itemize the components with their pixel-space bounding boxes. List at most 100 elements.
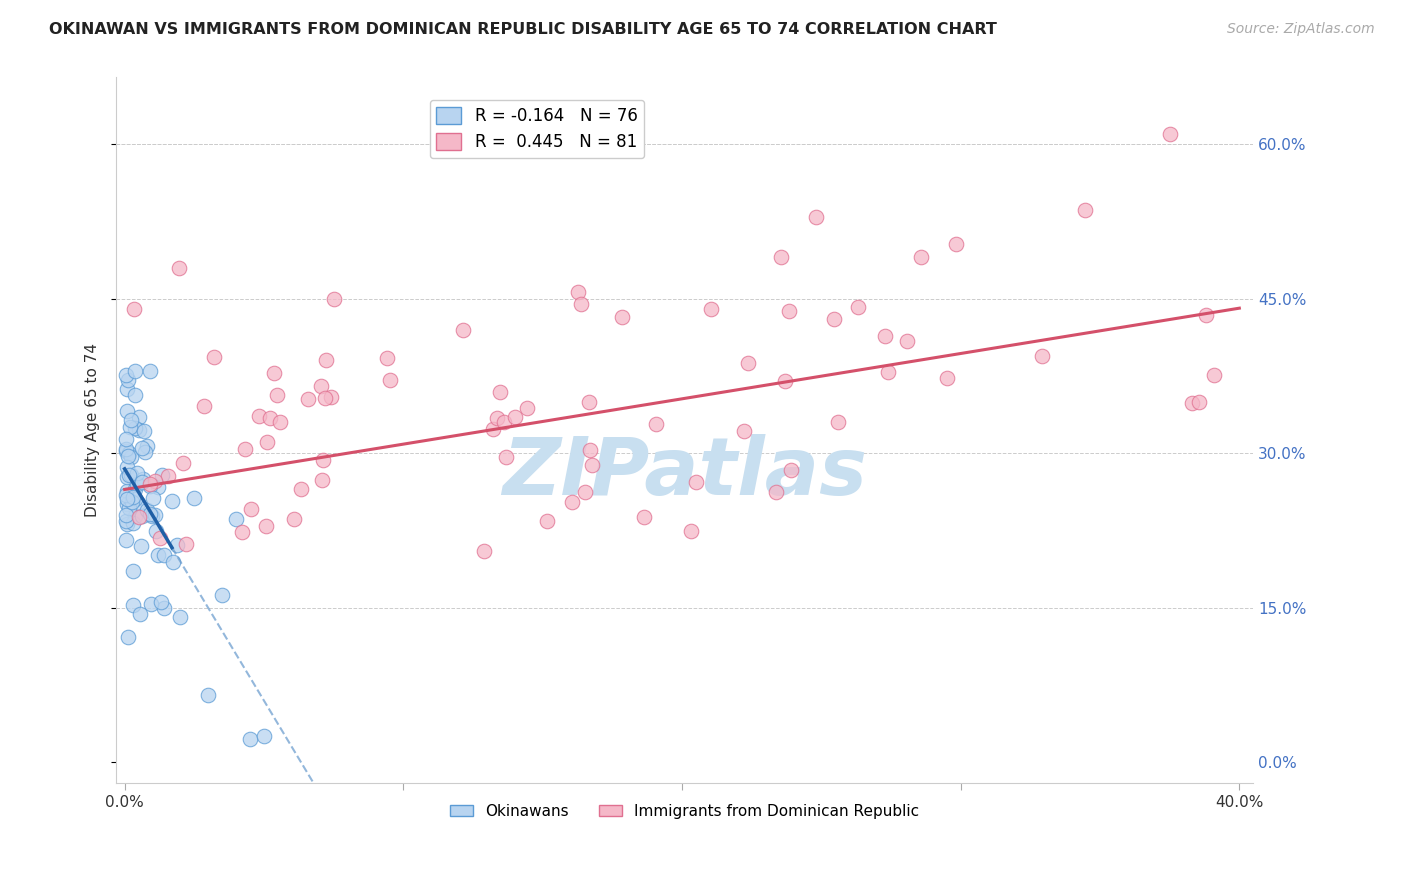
Okinawans [166, 538, 188, 552]
Okinawans [115, 508, 138, 522]
Immigrants from Dominican Republic [157, 469, 180, 483]
Immigrants from Dominican Republic [309, 379, 332, 393]
Immigrants from Dominican Republic [700, 302, 723, 317]
Okinawans [134, 424, 156, 438]
Immigrants from Dominican Republic [254, 519, 277, 533]
Okinawans [115, 488, 138, 502]
Immigrants from Dominican Republic [612, 310, 634, 325]
Okinawans [150, 595, 173, 609]
Immigrants from Dominican Republic [561, 495, 583, 509]
Immigrants from Dominican Republic [375, 351, 398, 365]
Okinawans [135, 503, 157, 517]
Immigrants from Dominican Republic [574, 484, 596, 499]
Immigrants from Dominican Republic [873, 329, 896, 343]
Okinawans [134, 444, 156, 458]
Okinawans [120, 467, 142, 482]
Okinawans [125, 466, 148, 480]
Okinawans [131, 442, 153, 456]
Immigrants from Dominican Republic [202, 350, 225, 364]
Okinawans [115, 484, 138, 499]
Okinawans [115, 368, 138, 382]
Immigrants from Dominican Republic [472, 544, 495, 558]
Okinawans [115, 491, 138, 506]
Immigrants from Dominican Republic [259, 411, 281, 425]
Okinawans [145, 524, 167, 538]
Okinawans [139, 364, 162, 378]
Text: Source: ZipAtlas.com: Source: ZipAtlas.com [1227, 22, 1375, 37]
Immigrants from Dominican Republic [263, 366, 285, 380]
Immigrants from Dominican Republic [233, 442, 256, 457]
Okinawans [117, 630, 139, 644]
Okinawans [121, 598, 143, 612]
Immigrants from Dominican Republic [172, 456, 194, 470]
Okinawans [150, 467, 173, 482]
Okinawans [152, 548, 174, 562]
Immigrants from Dominican Republic [311, 453, 333, 467]
Okinawans [115, 443, 138, 458]
Immigrants from Dominican Republic [297, 392, 319, 406]
Immigrants from Dominican Republic [645, 417, 668, 432]
Immigrants from Dominican Republic [322, 292, 344, 306]
Text: OKINAWAN VS IMMIGRANTS FROM DOMINICAN REPUBLIC DISABILITY AGE 65 TO 74 CORRELATI: OKINAWAN VS IMMIGRANTS FROM DOMINICAN RE… [49, 22, 997, 37]
Okinawans [124, 388, 146, 402]
Okinawans [160, 494, 183, 508]
Immigrants from Dominican Republic [1188, 394, 1211, 409]
Okinawans [141, 597, 163, 611]
Okinawans [124, 421, 146, 435]
Okinawans [115, 433, 138, 447]
Immigrants from Dominican Republic [256, 435, 278, 450]
Immigrants from Dominican Republic [174, 536, 197, 550]
Okinawans [169, 610, 191, 624]
Okinawans [117, 383, 139, 397]
Okinawans [183, 491, 205, 505]
Okinawans [152, 600, 174, 615]
Okinawans [124, 482, 146, 496]
Immigrants from Dominican Republic [149, 531, 172, 545]
Immigrants from Dominican Republic [516, 401, 538, 416]
Immigrants from Dominican Republic [823, 311, 845, 326]
Okinawans [115, 470, 138, 484]
Immigrants from Dominican Republic [139, 476, 162, 491]
Immigrants from Dominican Republic [482, 422, 505, 436]
Immigrants from Dominican Republic [495, 450, 517, 465]
Okinawans [197, 688, 219, 702]
Okinawans [141, 509, 163, 524]
Immigrants from Dominican Republic [266, 387, 288, 401]
Okinawans [132, 472, 155, 486]
Okinawans [128, 410, 150, 425]
Immigrants from Dominican Republic [765, 484, 787, 499]
Okinawans [129, 539, 152, 553]
Immigrants from Dominican Republic [489, 384, 512, 399]
Immigrants from Dominican Republic [143, 474, 166, 488]
Immigrants from Dominican Republic [806, 210, 828, 224]
Okinawans [118, 419, 141, 434]
Okinawans [120, 450, 142, 464]
Okinawans [115, 516, 138, 531]
Immigrants from Dominican Republic [290, 482, 312, 496]
Okinawans [146, 548, 169, 562]
Okinawans [117, 449, 139, 463]
Immigrants from Dominican Republic [633, 509, 655, 524]
Immigrants from Dominican Republic [1202, 368, 1225, 382]
Okinawans [124, 492, 146, 507]
Immigrants from Dominican Republic [1195, 308, 1218, 322]
Immigrants from Dominican Republic [778, 304, 800, 318]
Okinawans [121, 490, 143, 504]
Immigrants from Dominican Republic [827, 415, 849, 429]
Immigrants from Dominican Republic [945, 236, 967, 251]
Legend: Okinawans, Immigrants from Dominican Republic: Okinawans, Immigrants from Dominican Rep… [444, 797, 925, 825]
Okinawans [118, 446, 141, 460]
Okinawans [122, 564, 145, 578]
Immigrants from Dominican Republic [283, 512, 305, 526]
Okinawans [211, 588, 233, 602]
Okinawans [143, 508, 166, 523]
Okinawans [127, 477, 149, 491]
Immigrants from Dominican Republic [122, 302, 145, 317]
Immigrants from Dominican Republic [169, 260, 191, 275]
Immigrants from Dominican Republic [571, 297, 593, 311]
Immigrants from Dominican Republic [737, 356, 759, 370]
Okinawans [115, 533, 138, 547]
Immigrants from Dominican Republic [239, 502, 262, 516]
Immigrants from Dominican Republic [1073, 202, 1095, 217]
Y-axis label: Disability Age 65 to 74: Disability Age 65 to 74 [86, 343, 100, 517]
